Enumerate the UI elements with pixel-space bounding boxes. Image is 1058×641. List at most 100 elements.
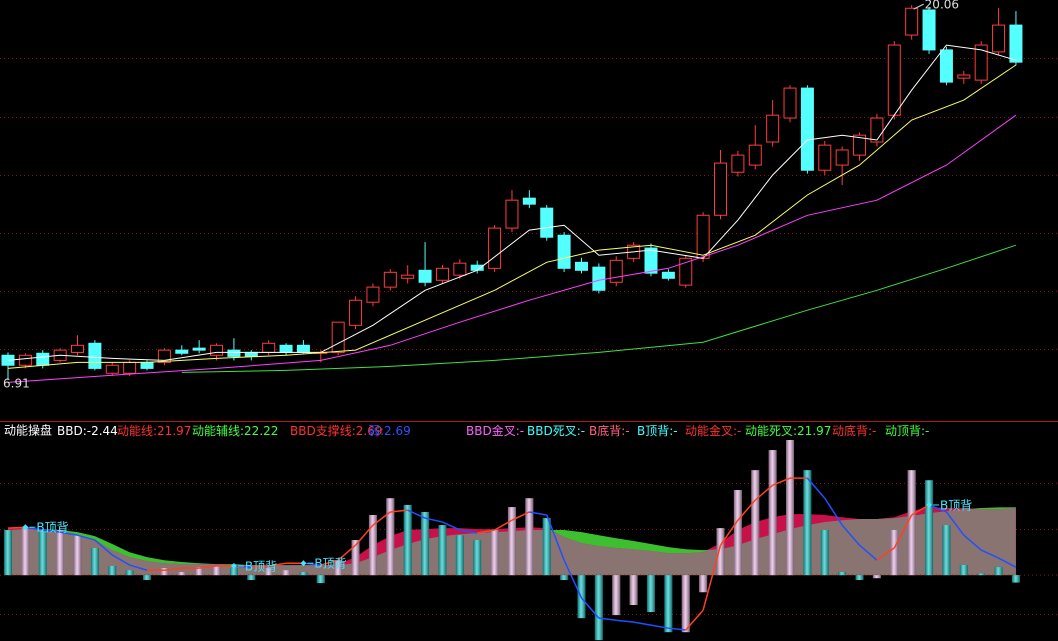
candle-body: [540, 207, 554, 238]
support-line-segment: [199, 565, 217, 569]
support-line-segment: [754, 484, 774, 501]
bar-shade: [195, 567, 204, 576]
candle-body: [453, 262, 467, 276]
annotation: B顶背: [314, 557, 346, 571]
support-line-segment: [442, 521, 461, 531]
candle-body: [488, 227, 502, 269]
bar-shade: [386, 498, 395, 576]
bar-shade: [855, 575, 864, 580]
moving-average-line: [181, 244, 1017, 373]
support-line-segment: [424, 517, 443, 523]
bar-shade: [977, 573, 986, 576]
candle-body: [922, 9, 936, 51]
high-label: 20.06: [925, 0, 959, 12]
support-line-segment: [372, 511, 391, 526]
candle-body: [679, 257, 693, 286]
annotation-marker: [300, 560, 307, 567]
support-line-segment: [7, 526, 26, 529]
support-line-segment: [911, 504, 930, 516]
bar-shade: [994, 567, 1003, 576]
bar-shade: [90, 547, 99, 576]
support-line-segment: [129, 564, 148, 571]
bar-shade: [73, 535, 82, 576]
legend-value: 22.22: [244, 424, 278, 438]
bar-shade: [942, 525, 951, 576]
support-line-segment: [233, 565, 252, 568]
bar-shade: [282, 570, 291, 576]
bar-shade: [3, 529, 12, 576]
support-line-segment: [94, 539, 113, 556]
bar-shade: [733, 490, 742, 576]
support-line-segment: [546, 514, 565, 561]
support-line-segment: [511, 511, 530, 521]
legend-entry: BBD支撑线:2.69: [290, 423, 382, 438]
support-line-segment: [164, 567, 182, 571]
candle-body: [800, 87, 814, 171]
support-line-segment: [806, 477, 826, 499]
candle-body: [157, 349, 171, 363]
support-line-segment: [77, 534, 96, 541]
bar-shade: [699, 575, 708, 593]
support-line-segment: [59, 531, 78, 536]
bar-shade: [820, 529, 829, 576]
candle-body: [366, 286, 380, 303]
legend-value: -2.44: [87, 424, 118, 438]
legend-entry: BBD:-2.44: [57, 424, 118, 438]
candle-body: [644, 247, 658, 274]
support-line-segment: [42, 529, 61, 533]
legend-entry: 动能辅线:22.22: [192, 424, 278, 438]
legend-label: 弱:: [368, 424, 384, 438]
bar-shade: [229, 568, 238, 576]
annotation: B顶背: [940, 498, 972, 512]
bar-shade: [316, 575, 325, 584]
support-line-segment: [251, 565, 269, 568]
candle-body: [592, 266, 606, 291]
bar-shade: [473, 540, 482, 576]
support-line-segment: [998, 557, 1017, 568]
legend-label: BBD金叉:-: [466, 423, 524, 438]
support-line-segment: [980, 549, 999, 559]
support-line-segment: [668, 627, 686, 631]
bar-shade: [542, 518, 551, 576]
candle-body: [974, 44, 988, 81]
legend-label: 动能金叉:-: [685, 423, 741, 438]
support-line-segment: [616, 619, 634, 623]
support-line-segment: [407, 509, 426, 519]
legend-label: BBD支撑线:: [290, 423, 356, 438]
legend-label: BBD死叉:-: [527, 424, 585, 438]
support-line-segment: [25, 526, 43, 531]
candle-body: [71, 344, 85, 353]
candle-body: [714, 162, 728, 216]
support-line-segment: [477, 529, 495, 534]
bar-shade: [299, 572, 308, 576]
legend-label: 动能死叉:: [745, 424, 797, 438]
support-line-segment: [702, 545, 722, 611]
bar-shade: [38, 529, 47, 576]
bar-shade: [925, 480, 934, 576]
bar-shade: [786, 439, 795, 576]
bar-shade: [438, 525, 447, 576]
candle-body: [36, 352, 50, 366]
support-line-segment: [719, 519, 739, 546]
bar-shade: [646, 575, 655, 613]
legend-label: 动能线:: [117, 424, 157, 438]
legend-value: 21.97: [797, 424, 831, 438]
legend-entry: 动能死叉:21.97: [745, 424, 831, 438]
support-line-segment: [633, 621, 652, 626]
support-line-segment: [685, 609, 704, 631]
legend-entry: B顶背:-: [637, 424, 678, 438]
legend-entry: BBD金叉:-: [466, 423, 524, 438]
bar-shade: [455, 535, 464, 576]
candle-body: [766, 114, 780, 143]
legend-entry: 动底背:-: [832, 423, 876, 438]
bar-shade: [507, 507, 516, 576]
bar-shade: [351, 540, 360, 576]
candle-body: [1009, 24, 1023, 63]
candle-body: [870, 117, 884, 143]
candle-body: [296, 344, 310, 353]
bar-shade: [872, 575, 881, 579]
bar-shade: [403, 504, 412, 576]
candle-body: [383, 271, 397, 288]
bar-shade: [768, 450, 777, 576]
bar-shade: [838, 572, 847, 576]
